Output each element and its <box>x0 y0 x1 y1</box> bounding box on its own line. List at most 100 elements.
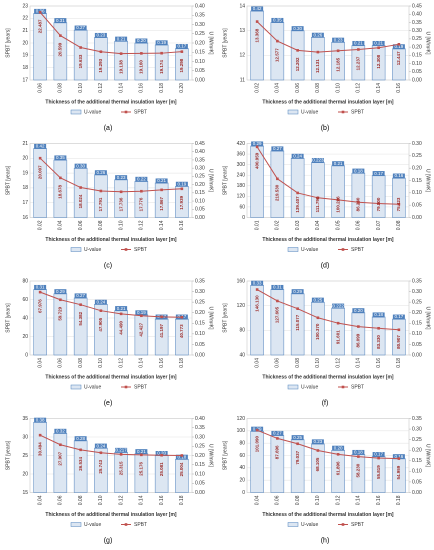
legend-label: SPBT <box>134 522 147 528</box>
bar-label-box <box>34 143 47 149</box>
legend-swatch <box>287 384 299 390</box>
line-marker <box>377 202 380 205</box>
line-value-label: 17.736 <box>118 197 123 211</box>
legend-marker <box>124 523 128 526</box>
bar-value-label: 0.25 <box>293 435 302 440</box>
x-tick-label: 0.06 <box>275 495 281 505</box>
bar-value-label: 0.32 <box>56 428 65 433</box>
line-value-label: 22.487 <box>37 19 42 33</box>
y-tick-label: 22 <box>22 16 28 22</box>
line-marker <box>140 314 143 318</box>
bar-value-label: 0.27 <box>273 146 282 151</box>
panel-caption: (c) <box>104 262 112 269</box>
x-tick-label: 0.08 <box>58 83 64 93</box>
x-tick-label: 0.12 <box>139 220 145 230</box>
line-marker <box>336 198 340 202</box>
line <box>39 434 182 456</box>
y-tick-label: 160 <box>237 278 246 284</box>
bar-value-label: 0.217 <box>115 448 127 453</box>
line-value-label: 26.534 <box>78 456 83 470</box>
bar-value-label: 0.20 <box>354 308 363 313</box>
line-marker <box>357 48 360 51</box>
y2-tick-label: 0.30 <box>195 434 205 440</box>
y2-tick-label: 0.00 <box>412 77 422 83</box>
line-value-label: 127.605 <box>275 306 280 323</box>
bar-value-label: 0.30 <box>76 163 85 168</box>
bar-label-box <box>352 308 365 314</box>
y-tick-label: 20 <box>22 156 28 162</box>
legend-label: SPBT <box>351 109 364 115</box>
line-value-label: 19.174 <box>159 60 164 74</box>
line-value-label: 19.298 <box>179 58 184 72</box>
line-marker <box>180 50 184 53</box>
y-tick-label: 0 <box>25 352 28 358</box>
bar-value-label: 0.42 <box>36 144 45 149</box>
x-tick-label: 0.06 <box>295 83 301 93</box>
bar-value-label: 0.22 <box>137 177 146 182</box>
line-marker <box>59 298 62 302</box>
y2-tick-label: 0.10 <box>412 469 422 475</box>
y2-tick-label: 0.40 <box>195 3 205 9</box>
legend-label: SPBT <box>134 109 147 115</box>
bar-value-label: 0.19 <box>177 181 186 186</box>
y-tick-label: 100 <box>237 428 246 434</box>
x-tick-label: 0.10 <box>315 495 321 505</box>
line-marker <box>377 456 380 460</box>
bar <box>73 167 88 218</box>
line-marker <box>160 315 163 319</box>
bar-value-label: 0.24 <box>293 153 302 158</box>
chart-panel: 17 18 19 20 21 22 23 0.00 0.05 0.10 0.15 0.20 0.25 0.… <box>5 3 213 132</box>
y-tick-label: 18 <box>22 185 28 191</box>
y-tick-label: 80 <box>239 440 245 446</box>
bar-label-box <box>291 26 304 32</box>
y2-tick-label: 0.30 <box>412 289 422 295</box>
line-marker <box>79 186 82 189</box>
bar <box>290 439 305 493</box>
bar-label-box <box>94 299 107 305</box>
line-value-label: 61.896 <box>335 461 340 475</box>
bar-label-box <box>115 175 128 181</box>
x-axis-label: Thickness of the additional thermal insu… <box>45 99 176 105</box>
x-tick-label: 0.16 <box>376 495 382 505</box>
bar-label-box <box>352 168 365 174</box>
line-value-label: 25.081 <box>159 462 164 476</box>
y-tick-label: 40 <box>22 315 28 321</box>
y-tick-label: 240 <box>237 173 246 179</box>
y2-tick-label: 0.05 <box>195 481 205 487</box>
bar-label-box <box>311 32 324 38</box>
bar-label-box <box>54 428 67 434</box>
line-marker <box>180 454 184 457</box>
line-marker <box>140 52 143 55</box>
x-tick-label: 0.08 <box>315 83 321 93</box>
bar-label-box <box>251 6 264 12</box>
y2-tick-label: 0.05 <box>195 68 205 74</box>
line-marker <box>38 156 42 160</box>
bar-value-label: 0.23 <box>117 175 126 180</box>
line <box>256 289 399 331</box>
y2-tick-label: 0.15 <box>412 458 422 464</box>
line-value-label: 87.696 <box>275 445 280 459</box>
bar-label-box <box>352 449 365 455</box>
line-marker <box>59 443 62 447</box>
bar-label-box <box>372 312 385 318</box>
line-marker <box>255 288 259 291</box>
bar-label-box <box>135 310 148 316</box>
y2-tick-label: 0.05 <box>195 207 205 213</box>
legend-marker <box>124 248 128 251</box>
line-value-label: 12.447 <box>396 51 401 65</box>
bar-value-label: 0.31 <box>56 18 65 23</box>
y2-axis-label: U [W/m²K] <box>208 444 214 468</box>
y-axis-label: SPBT [years] <box>222 303 228 333</box>
line-value-label: 17.791 <box>98 197 103 211</box>
line-marker <box>79 46 82 49</box>
y2-tick-label: 0.10 <box>195 59 205 65</box>
bar-value-label: 0.29 <box>253 141 262 146</box>
y-tick-label: 20 <box>22 334 28 340</box>
x-axis-label: Thickness of the additional thermal insu… <box>45 237 176 243</box>
bar-label-box <box>372 40 385 46</box>
y2-tick-label: 0.10 <box>195 331 205 337</box>
y2-tick-label: 0.15 <box>195 321 205 327</box>
y-tick-label: 300 <box>237 162 246 168</box>
bar-label-box <box>34 284 47 290</box>
bar <box>33 421 47 493</box>
